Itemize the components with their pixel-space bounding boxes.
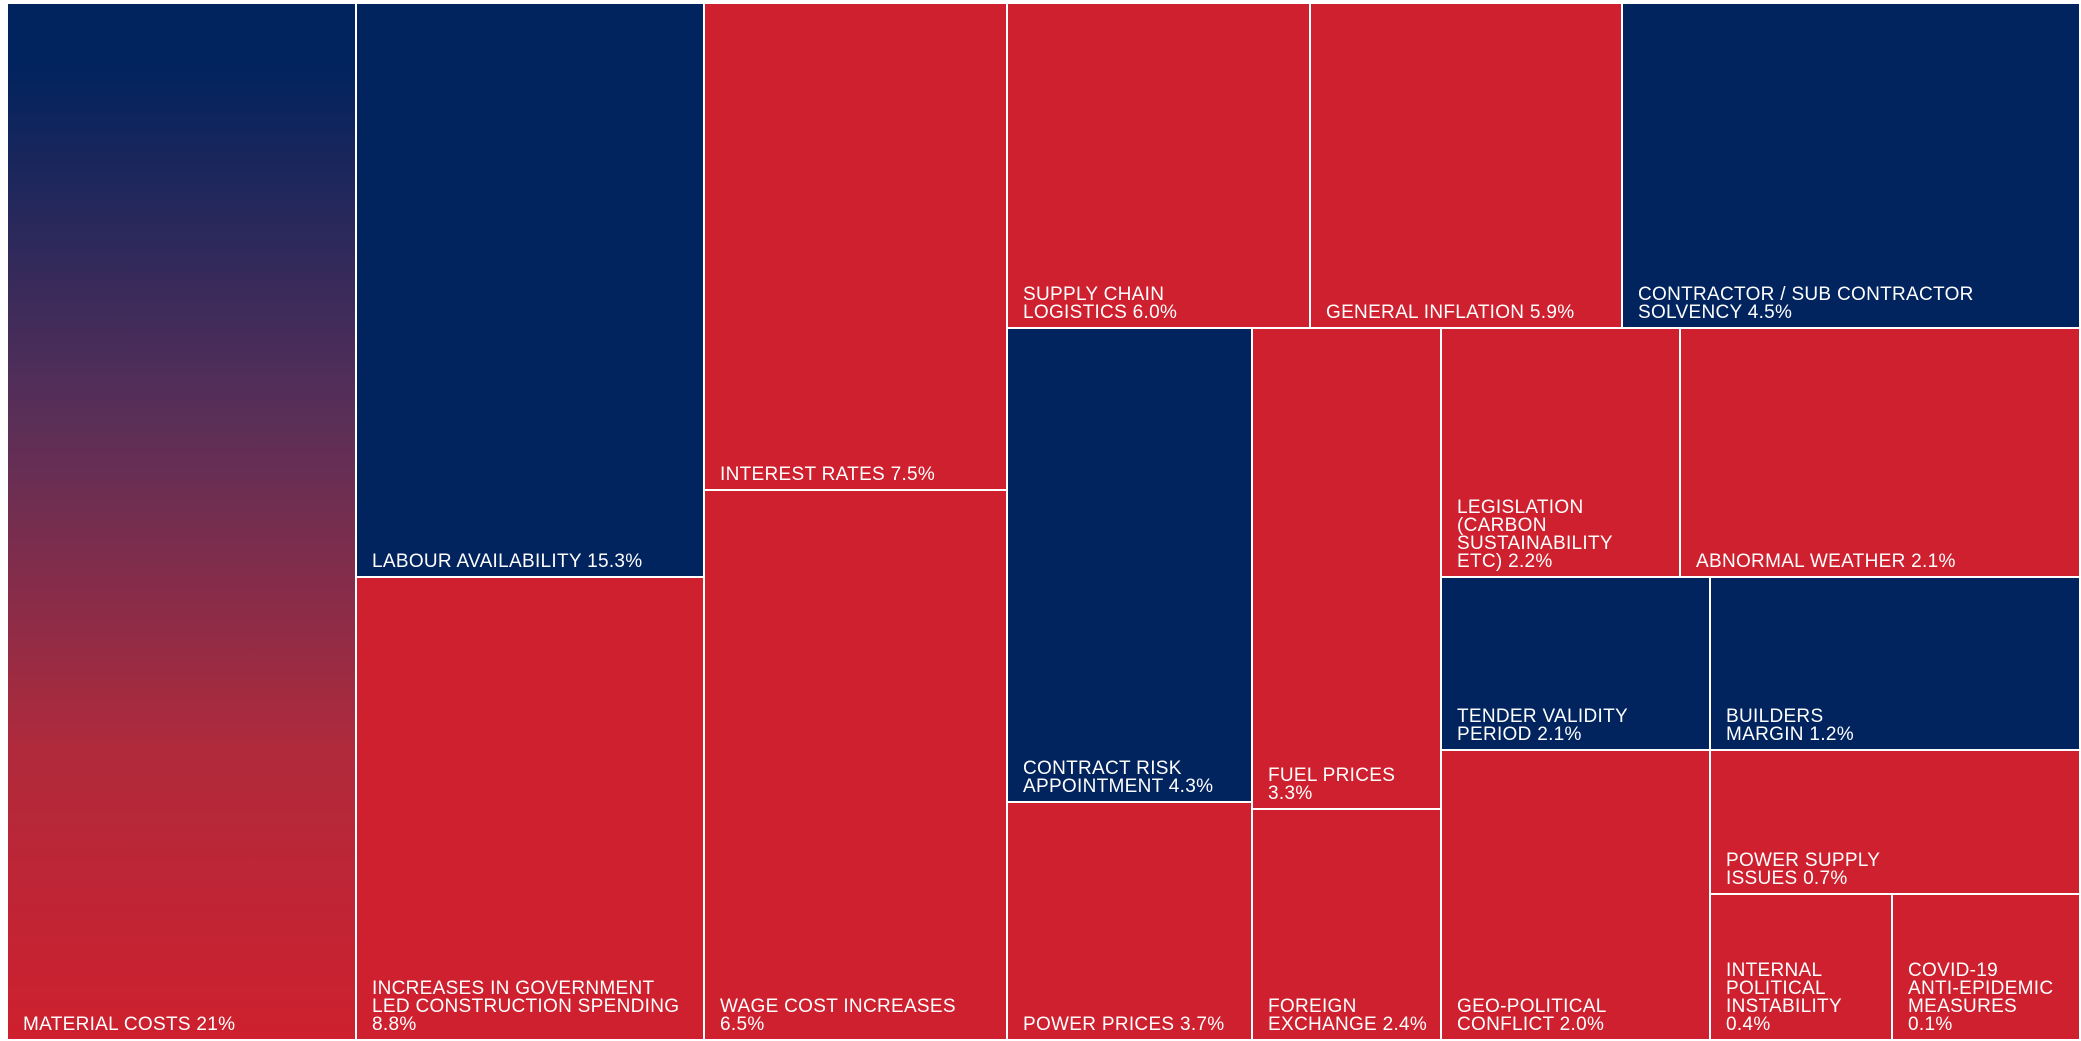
tile-wage-cost-increases: WAGE COST INCREASES 6.5% bbox=[705, 491, 1008, 1041]
tile-label: FUEL PRICES 3.3% bbox=[1268, 765, 1396, 804]
tile-internal-political-instability: INTERNAL POLITICAL INSTABILITY 0.4% bbox=[1711, 895, 1893, 1041]
tile-power-prices: POWER PRICES 3.7% bbox=[1008, 803, 1253, 1041]
tile-label: ABNORMAL WEATHER 2.1% bbox=[1696, 551, 1956, 572]
tile-label: COVID-19 ANTI-EPIDEMIC MEASURES 0.1% bbox=[1908, 960, 2054, 1035]
tile-label: GENERAL INFLATION 5.9% bbox=[1326, 302, 1575, 323]
tile-abnormal-weather: ABNORMAL WEATHER 2.1% bbox=[1681, 329, 2081, 578]
tile-fuel-prices: FUEL PRICES 3.3% bbox=[1253, 329, 1442, 810]
tile-label: SUPPLY CHAIN LOGISTICS 6.0% bbox=[1023, 284, 1178, 323]
tile-label: LEGISLATION (CARBON SUSTAINABILITY ETC) … bbox=[1457, 497, 1613, 572]
tile-foreign-exchange: FOREIGN EXCHANGE 2.4% bbox=[1253, 810, 1442, 1041]
tile-label: LABOUR AVAILABILITY 15.3% bbox=[372, 551, 643, 572]
tile-label: INCREASES IN GOVERNMENT LED CONSTRUCTION… bbox=[372, 978, 680, 1035]
tile-label: INTEREST RATES 7.5% bbox=[720, 464, 936, 485]
tile-contractor-sub-contractor-solvency: CONTRACTOR / SUB CONTRACTOR SOLVENCY 4.5… bbox=[1623, 4, 2081, 329]
tile-label: INTERNAL POLITICAL INSTABILITY 0.4% bbox=[1726, 960, 1842, 1035]
tile-label: GEO-POLITICAL CONFLICT 2.0% bbox=[1457, 996, 1607, 1035]
tile-label: FOREIGN EXCHANGE 2.4% bbox=[1268, 996, 1428, 1035]
tile-legislation-carbon-sustainability-etc: LEGISLATION (CARBON SUSTAINABILITY ETC) … bbox=[1442, 329, 1681, 578]
tile-label: POWER PRICES 3.7% bbox=[1023, 1014, 1225, 1035]
tile-increases-in-government-led-construction-spending: INCREASES IN GOVERNMENT LED CONSTRUCTION… bbox=[357, 578, 705, 1041]
tile-general-inflation: GENERAL INFLATION 5.9% bbox=[1311, 4, 1623, 329]
tile-interest-rates: INTEREST RATES 7.5% bbox=[705, 4, 1008, 491]
tile-supply-chain-logistics: SUPPLY CHAIN LOGISTICS 6.0% bbox=[1008, 4, 1311, 329]
tile-label: CONTRACTOR / SUB CONTRACTOR SOLVENCY 4.5… bbox=[1638, 284, 1974, 323]
tile-label: WAGE COST INCREASES 6.5% bbox=[720, 996, 956, 1035]
tile-builders-margin: BUILDERS MARGIN 1.2% bbox=[1711, 578, 2081, 751]
tile-material-costs: MATERIAL COSTS 21% bbox=[8, 4, 357, 1041]
tile-covid-19-anti-epidemic-measures: COVID-19 ANTI-EPIDEMIC MEASURES 0.1% bbox=[1893, 895, 2081, 1041]
tile-label: POWER SUPPLY ISSUES 0.7% bbox=[1726, 850, 1881, 889]
tile-geo-political-conflict: GEO-POLITICAL CONFLICT 2.0% bbox=[1442, 751, 1711, 1041]
tile-tender-validity-period: TENDER VALIDITY PERIOD 2.1% bbox=[1442, 578, 1711, 751]
tile-power-supply-issues: POWER SUPPLY ISSUES 0.7% bbox=[1711, 751, 2081, 895]
tile-label: TENDER VALIDITY PERIOD 2.1% bbox=[1457, 706, 1628, 745]
tile-labour-availability: LABOUR AVAILABILITY 15.3% bbox=[357, 4, 705, 578]
tile-contract-risk-appointment: CONTRACT RISK APPOINTMENT 4.3% bbox=[1008, 329, 1253, 803]
tile-label: MATERIAL COSTS 21% bbox=[23, 1014, 236, 1035]
tile-label: BUILDERS MARGIN 1.2% bbox=[1726, 706, 1854, 745]
tile-label: CONTRACT RISK APPOINTMENT 4.3% bbox=[1023, 758, 1214, 797]
